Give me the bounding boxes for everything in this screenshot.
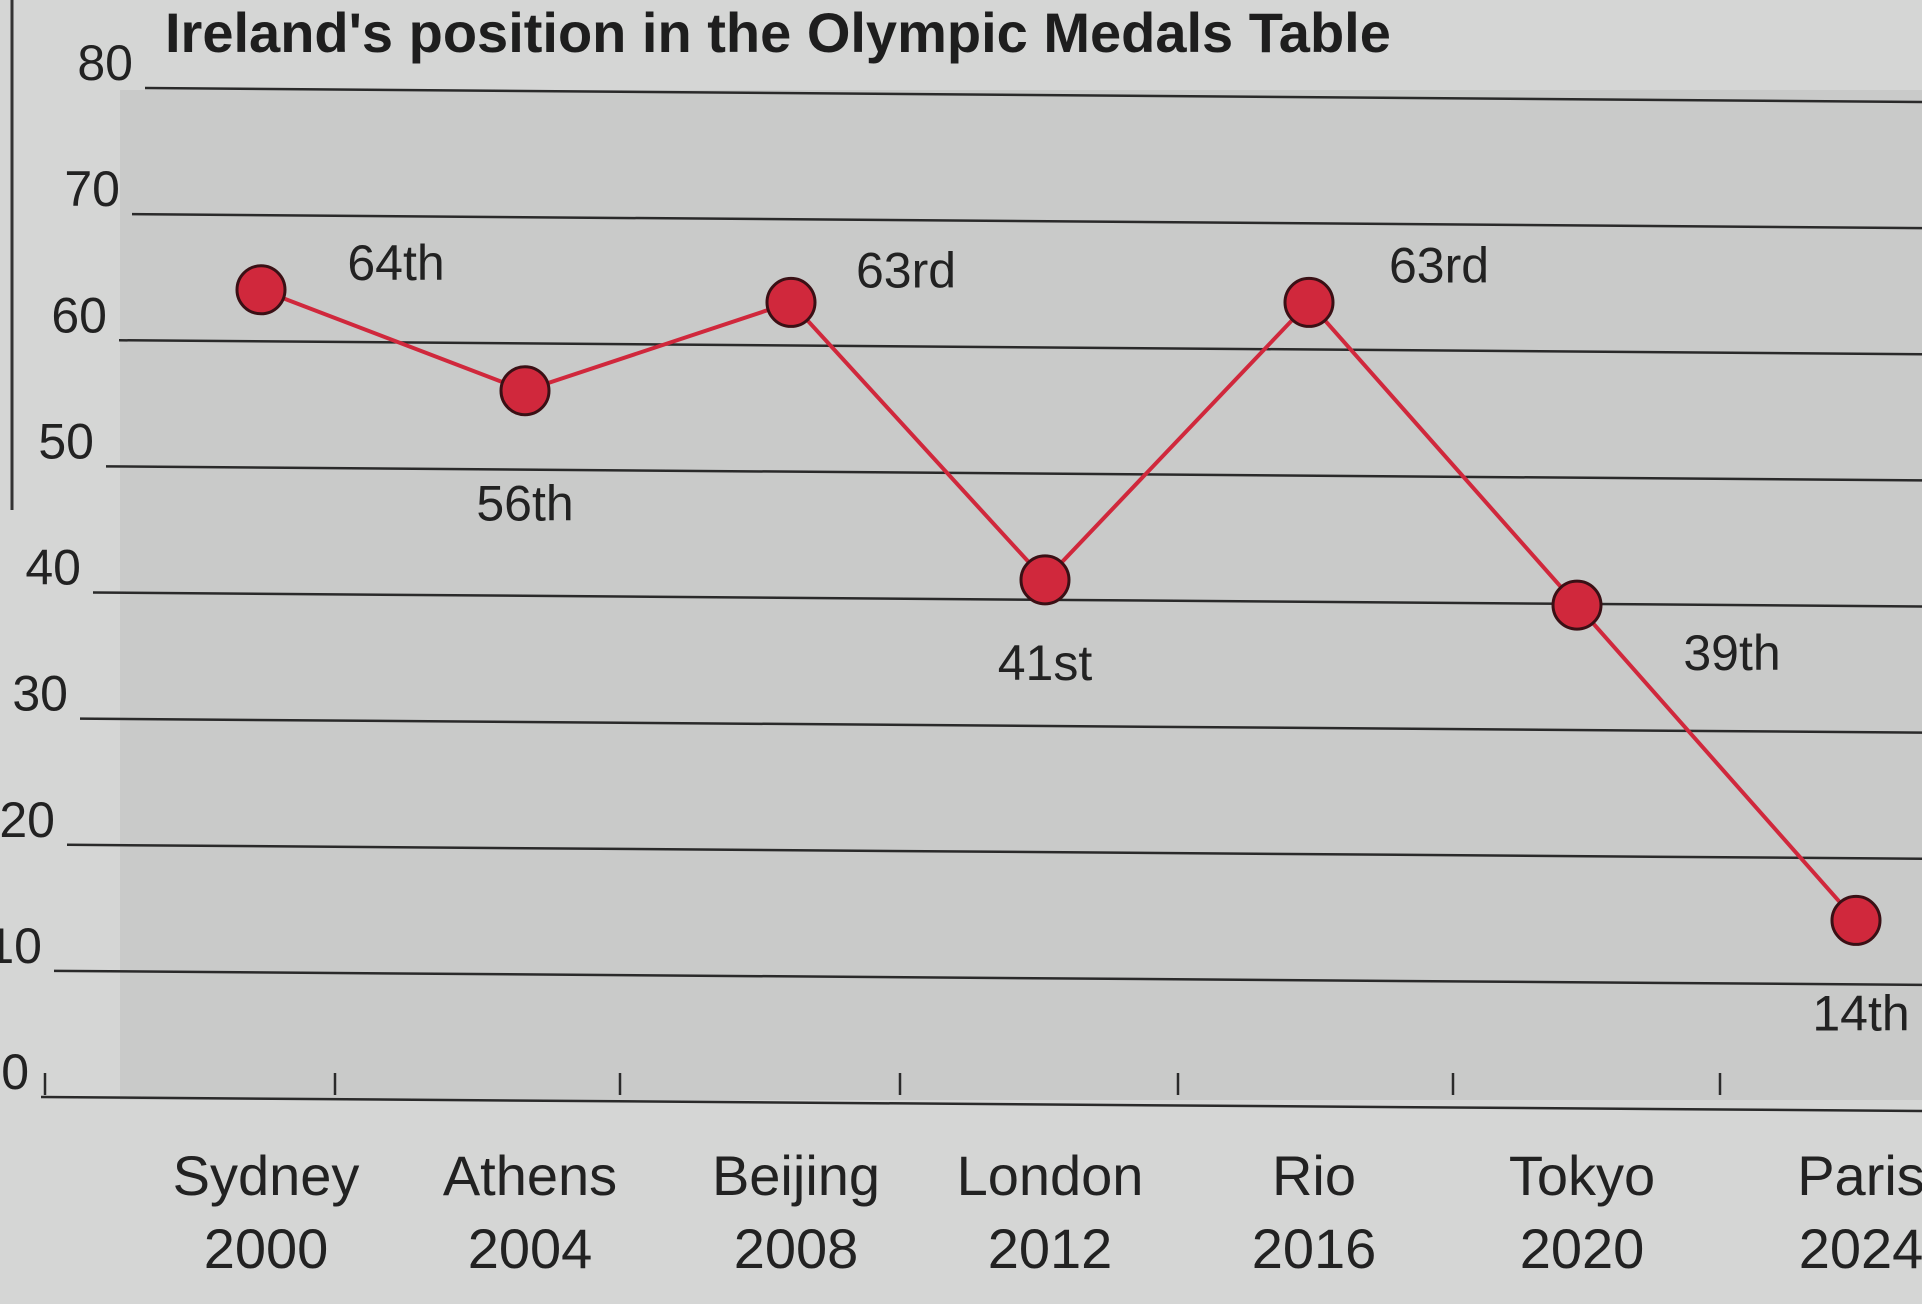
data-point — [235, 264, 287, 316]
data-point — [765, 276, 817, 328]
data-label: 63rd — [1389, 237, 1489, 293]
x-label-year: 2004 — [468, 1217, 593, 1280]
y-tick-label: 60 — [51, 287, 107, 343]
x-label-year: 2016 — [1252, 1217, 1377, 1280]
x-label-city: Paris — [1797, 1144, 1922, 1207]
y-tick-label: 0 — [1, 1044, 29, 1100]
gridline — [105, 465, 1922, 482]
x-label-year: 2020 — [1520, 1217, 1645, 1280]
x-label-year: 2024 — [1799, 1217, 1922, 1280]
data-point — [499, 365, 551, 417]
x-label-year: 2012 — [988, 1217, 1113, 1280]
data-point — [1830, 894, 1882, 946]
data-point — [1019, 554, 1071, 606]
data-label: 56th — [476, 476, 573, 532]
data-label: 41st — [998, 635, 1093, 691]
gridline — [131, 212, 1922, 230]
y-tick-label: 20 — [0, 792, 55, 848]
x-label-city: Athens — [443, 1144, 617, 1207]
gridline — [118, 339, 1922, 356]
data-label: 63rd — [856, 242, 956, 298]
gridline — [40, 1095, 1922, 1113]
data-label: 39th — [1683, 625, 1780, 681]
gridline — [79, 717, 1922, 734]
x-label-city: Sydney — [173, 1144, 360, 1207]
chart-title: Ireland's position in the Olympic Medals… — [165, 1, 1391, 64]
x-label-year: 2008 — [734, 1217, 859, 1280]
x-label-year: 2000 — [204, 1217, 329, 1280]
data-point — [1283, 276, 1335, 328]
x-label-city: Rio — [1272, 1144, 1356, 1207]
gridline — [144, 86, 1922, 104]
y-tick-label: 10 — [0, 918, 42, 974]
gridline — [92, 591, 1922, 608]
x-label-city: London — [957, 1144, 1144, 1207]
data-label: 64th — [347, 235, 444, 291]
gridline — [66, 843, 1922, 860]
y-tick-label: 30 — [12, 666, 68, 722]
y-tick-label: 80 — [77, 35, 133, 91]
y-tick-label: 70 — [64, 161, 120, 217]
x-label-city: Tokyo — [1509, 1144, 1655, 1207]
x-label-city: Beijing — [712, 1144, 880, 1207]
gridline — [53, 969, 1922, 987]
y-tick-label: 50 — [38, 413, 94, 469]
data-point — [1551, 579, 1603, 631]
data-label: 14th — [1812, 985, 1909, 1041]
y-tick-label: 40 — [25, 540, 81, 596]
